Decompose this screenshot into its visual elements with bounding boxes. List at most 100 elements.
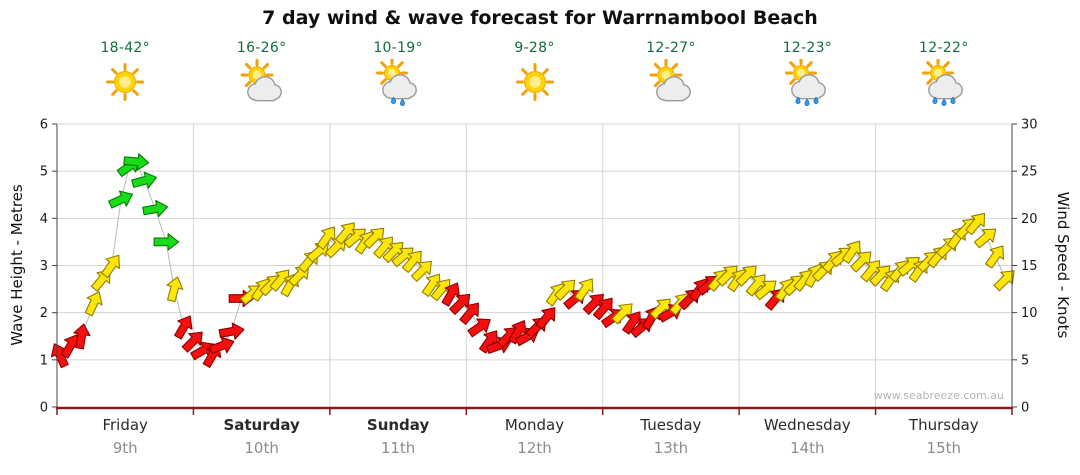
wind-arrow [316, 226, 336, 250]
wind-arrow [574, 278, 594, 302]
weather-icon-partly-cloudy [649, 58, 691, 102]
wind-arrow [467, 318, 491, 338]
wind-speed-tick-label: 15 [1021, 259, 1038, 274]
wind-arrow [622, 311, 642, 335]
wind-speed-tick-label: 25 [1021, 165, 1038, 180]
day-label-group: Sunday 11th [333, 416, 463, 457]
wind-arrow [592, 297, 613, 321]
day-label-group: Tuesday 13th [606, 416, 736, 457]
day-summary: 16-26° [202, 40, 322, 111]
wave-height-tick-label: 5 [40, 165, 48, 180]
day-summary: 10-19° [338, 40, 458, 111]
wind-arrow [181, 331, 203, 353]
day-name-label: Saturday [223, 416, 300, 434]
rain-drops-icon [932, 96, 956, 106]
day-name-label: Wednesday [763, 416, 851, 434]
day-name-label: Thursday [908, 416, 979, 434]
day-label-group: Wednesday 14th [742, 416, 872, 457]
day-summary: 18-42° [65, 40, 185, 111]
wind-arrow [985, 245, 1005, 269]
wind-arrow [410, 260, 432, 282]
wave-height-tick-label: 0 [40, 401, 48, 416]
temp-range-label: 12-27° [646, 40, 696, 56]
wind-arrow [153, 233, 180, 251]
wind-speed-tick-label: 10 [1021, 306, 1038, 321]
wind-arrow [142, 199, 169, 218]
day-label-group: Thursday 15th [879, 416, 1009, 457]
wave-height-tick-label: 4 [40, 212, 48, 227]
cloud-icon [246, 76, 282, 102]
day-summary: 12-22° [884, 40, 1004, 111]
wind-arrow [993, 270, 1015, 292]
wind-arrow [449, 293, 471, 315]
wind-speed-tick-label: 20 [1021, 212, 1038, 227]
wind-arrow [973, 228, 997, 249]
wind-arrow [401, 250, 422, 273]
cloud-icon [927, 74, 963, 100]
day-label-group: Monday 12th [470, 416, 600, 457]
day-summary: 9-28° [475, 40, 595, 111]
wind-arrow [421, 273, 441, 297]
wind-speed-tick-label: 30 [1021, 118, 1038, 133]
wind-arrow [850, 251, 872, 273]
cloud-icon [791, 74, 827, 100]
sun-icon [106, 63, 145, 101]
weather-icon-partly-cloudy [240, 58, 282, 102]
cloud-icon [656, 76, 691, 102]
wind-arrow [123, 153, 150, 171]
temp-range-label: 10-19° [373, 40, 423, 56]
wind-arrow [459, 302, 479, 325]
weather-icon-rain [921, 57, 963, 106]
weather-icon-rain [785, 57, 827, 106]
day-name-label: Friday [102, 416, 148, 434]
day-label-group: Saturday 10th [197, 416, 327, 457]
day-date-label: 15th [926, 439, 962, 457]
wind-arrows-layer [50, 153, 1015, 369]
watermark: www.seabreeze.com.au [874, 389, 1004, 402]
day-summary: 12-27° [611, 40, 731, 111]
axes: 0 1 2 3 4 5 6 0 5 10 15 20 25 30 [40, 118, 1038, 416]
wind-arrow [131, 171, 157, 189]
page-title: 7 day wind & wave forecast for Warrnambo… [262, 7, 818, 29]
wind-arrow [84, 291, 103, 317]
temp-range-label: 9-28° [514, 40, 555, 56]
wind-arrow [208, 336, 235, 354]
day-date-label: 14th [790, 439, 825, 457]
temp-range-label: 12-23° [782, 40, 833, 56]
wind-arrow [166, 276, 184, 303]
day-name-label: Tuesday [640, 416, 702, 434]
wave-height-tick-label: 1 [40, 353, 48, 368]
day-name-label: Monday [504, 416, 565, 434]
day-summary: 12-23° [747, 40, 867, 111]
wave-height-tick-label: 6 [40, 118, 48, 133]
wind-arrow [101, 254, 121, 279]
wind-arrow [554, 279, 576, 301]
wind-arrow [218, 322, 245, 340]
day-date-label: 10th [244, 439, 279, 457]
wave-height-tick-label: 2 [40, 306, 48, 321]
wind-arrow [611, 303, 633, 325]
y-axis-label-wind-speed: Wind Speed - Knots [1054, 191, 1072, 339]
temp-range-label: 12-22° [919, 40, 969, 56]
temp-range-label: 16-26° [236, 40, 287, 56]
y-axis-label-wave-height: Wave Height - Metres [8, 184, 26, 346]
wind-arrow [363, 227, 385, 249]
cloud-icon [382, 74, 417, 100]
wind-arrow [174, 315, 193, 340]
wind-speed-tick-label: 5 [1021, 353, 1029, 368]
wind-arrow [535, 307, 556, 330]
day-date-label: 11th [380, 439, 416, 457]
rain-drops-icon [391, 96, 406, 106]
sun-icon [515, 63, 554, 101]
day-date-label: 9th [112, 439, 138, 457]
wind-arrow [754, 280, 777, 301]
wind-arrow [735, 265, 757, 287]
wind-arrow [841, 240, 861, 264]
wind-arrow [108, 190, 133, 209]
wind-speed-tick-label: 0 [1021, 401, 1029, 416]
weather-icon-showers [376, 57, 417, 106]
day-label-group: Friday 9th [60, 416, 190, 457]
